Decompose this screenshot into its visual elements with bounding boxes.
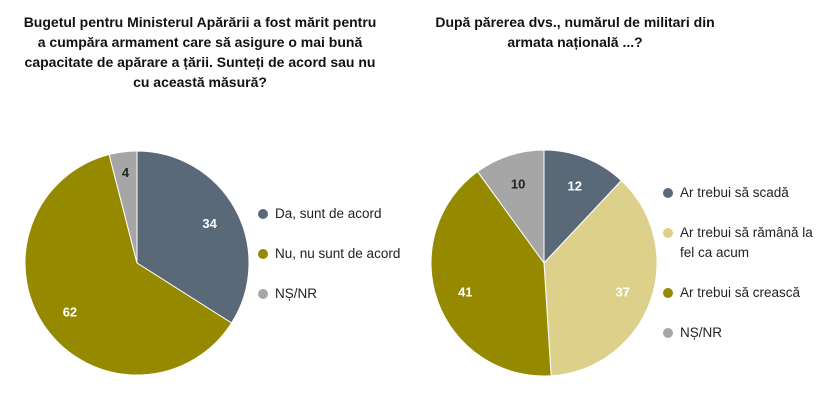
- chart-1-title: Bugetul pentru Ministerul Apărării a fos…: [23, 14, 377, 90]
- legend-label: Nu, nu sunt de acord: [275, 246, 401, 261]
- chart-1-data-label-2: 62: [63, 305, 77, 320]
- legend-label: Ar trebui să scadă: [680, 185, 789, 200]
- legend-label: Da, sunt de acord: [275, 206, 382, 221]
- chart-2-data-label-4: 10: [511, 176, 525, 191]
- legend-swatch: [258, 249, 268, 259]
- legend-label: Ar trebui să rămână la fel ca acum: [680, 225, 813, 260]
- legend-label: NȘ/NR: [275, 286, 318, 301]
- chart-1-slice-2: [24, 153, 233, 376]
- chart-1-data-label-1: 34: [202, 216, 217, 231]
- chart-2-slice-2: [543, 179, 658, 377]
- chart-1-slice-1: [136, 150, 250, 324]
- legend-label: NȘ/NR: [680, 325, 723, 340]
- chart-2-slice-3: [430, 170, 552, 377]
- chart-2-slice-1: [543, 149, 623, 265]
- chart-2-data-label-2: 37: [615, 284, 629, 299]
- chart-2-title: După părerea dvs., numărul de militari d…: [435, 14, 715, 50]
- legend-swatch: [663, 228, 673, 238]
- chart-2-data-label-3: 41: [458, 284, 472, 299]
- chart-2-slice-4: [476, 149, 545, 265]
- legend-swatch: [258, 209, 268, 219]
- legend-swatch: [663, 188, 673, 198]
- legend-swatch: [258, 289, 268, 299]
- chart-2-data-label-1: 12: [568, 178, 582, 193]
- chart-1-slice-3: [108, 150, 138, 264]
- legend-swatch: [663, 288, 673, 298]
- chart-1-data-label-3: 4: [122, 165, 130, 180]
- legend-swatch: [663, 328, 673, 338]
- legend-label: Ar trebui să crească: [680, 285, 801, 300]
